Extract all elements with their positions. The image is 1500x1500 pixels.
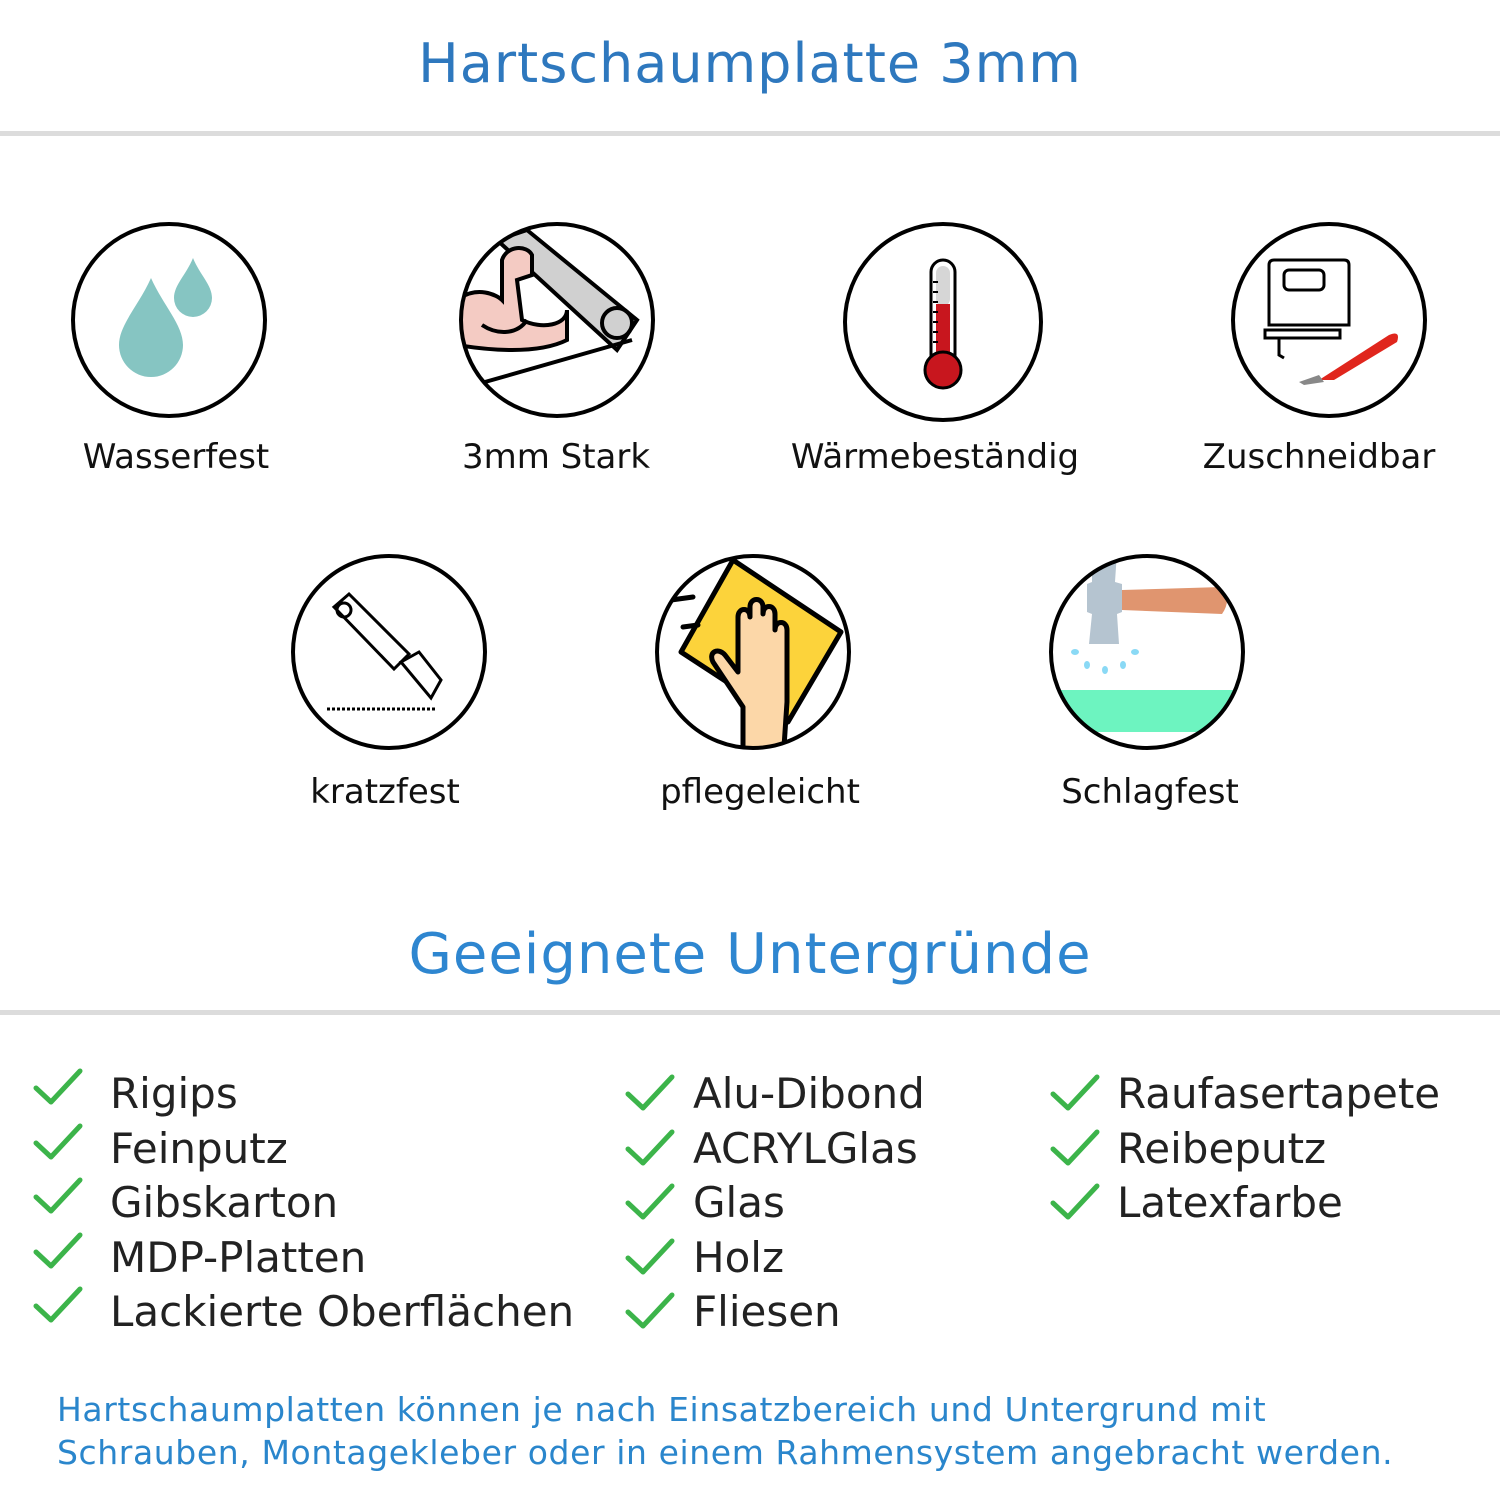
- note-line-2: Schrauben, Montagekleber oder in einem R…: [57, 1433, 1394, 1472]
- surfaces-title: Geeignete Untergründe: [408, 922, 1092, 987]
- check-icon: [625, 1129, 675, 1165]
- cutter-icon: [291, 554, 487, 750]
- surface-item: Feinputz: [110, 1123, 288, 1173]
- water-drops-icon: [71, 222, 267, 418]
- surface-item: Glas: [693, 1178, 785, 1227]
- check-icon: [33, 1123, 83, 1159]
- check-icon: [1050, 1183, 1100, 1220]
- check-icon: [625, 1074, 675, 1111]
- note-line-1: Hartschaumplatten können je nach Einsatz…: [57, 1390, 1267, 1429]
- feature-label-pflegeleicht: pflegeleicht: [660, 772, 860, 812]
- feature-label-schlagfest: Schlagfest: [1061, 772, 1239, 812]
- check-icon: [625, 1183, 675, 1220]
- check-icon: [33, 1286, 83, 1323]
- jigsaw-knife-icon: [1231, 222, 1427, 418]
- surface-item: ACRYLGlas: [693, 1123, 918, 1173]
- check-icon: [33, 1232, 83, 1268]
- thermometer-icon: [843, 222, 1043, 422]
- hammer-icon: [1049, 554, 1245, 750]
- strong-arm-icon: [459, 222, 655, 418]
- check-icon: [1050, 1074, 1100, 1111]
- check-icon: [33, 1177, 83, 1214]
- surface-item: Latexfarbe: [1117, 1178, 1343, 1227]
- divider: [0, 1010, 1500, 1015]
- divider: [0, 131, 1500, 136]
- surface-item: Reibeputz: [1117, 1123, 1327, 1173]
- surface-item: MDP-Platten: [110, 1232, 367, 1282]
- surface-item: Lackierte Oberflächen: [110, 1287, 575, 1336]
- feature-label-wasserfest: Wasserfest: [82, 437, 270, 477]
- cleaning-hand-icon: [655, 554, 851, 750]
- surface-item: Holz: [693, 1232, 784, 1282]
- surface-item: Fliesen: [693, 1287, 841, 1336]
- feature-label-3mm-stark: 3mm Stark: [461, 437, 651, 477]
- surface-item: Gibskarton: [110, 1178, 339, 1227]
- feature-label-waermebestaendig: Wärmebeständig: [790, 437, 1080, 477]
- check-icon: [1050, 1129, 1100, 1165]
- surface-item: Raufasertapete: [1117, 1069, 1441, 1118]
- surface-item: Rigips: [110, 1069, 238, 1118]
- check-icon: [33, 1068, 83, 1105]
- check-icon: [625, 1238, 675, 1274]
- page-title: Hartschaumplatte 3mm: [418, 32, 1082, 95]
- surface-item: Alu-Dibond: [693, 1069, 925, 1118]
- check-icon: [625, 1292, 675, 1329]
- feature-label-kratzfest: kratzfest: [310, 772, 460, 812]
- feature-label-zuschneidbar: Zuschneidbar: [1202, 437, 1436, 477]
